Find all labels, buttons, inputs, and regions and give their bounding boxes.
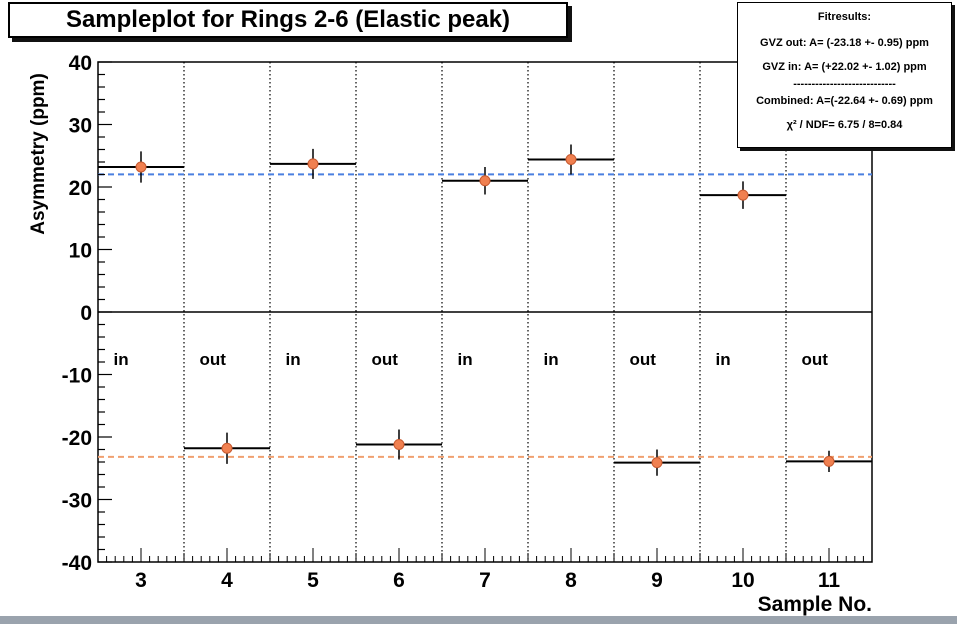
x-tick-label: 10 — [731, 569, 754, 592]
y-tick-label: 0 — [80, 302, 92, 325]
data-point-group — [786, 450, 872, 472]
data-point-group — [700, 181, 786, 209]
y-tick-label: 20 — [69, 177, 92, 200]
fit-line-in: GVZ in: A= (+22.02 +- 1.02) ppm — [762, 61, 927, 73]
sample-label: in — [715, 350, 730, 369]
data-point — [479, 175, 491, 187]
x-tick-label: 7 — [479, 569, 491, 592]
data-point — [393, 439, 405, 450]
data-point — [737, 189, 749, 201]
data-point-group — [528, 144, 614, 175]
fit-lines — [98, 173, 872, 458]
sample-label: in — [543, 350, 558, 369]
y-tick-label: -40 — [62, 552, 92, 575]
x-tick-label: 5 — [307, 569, 319, 592]
data-point-group — [184, 432, 270, 464]
sample-label: in — [457, 350, 472, 369]
y-tick-label: -10 — [62, 365, 92, 388]
x-tick-label: 9 — [651, 569, 663, 592]
y-tick-label: 30 — [69, 115, 92, 138]
fit-heading: Fitresults: — [817, 11, 872, 23]
data-point — [135, 161, 147, 173]
sample-label: in — [113, 350, 128, 369]
data-point-group — [614, 449, 700, 476]
sample-label: out — [629, 350, 656, 369]
data-point — [565, 154, 577, 165]
fit-separator: ---------------------------- — [793, 78, 896, 90]
data-point — [307, 158, 319, 170]
fit-line-out: GVZ out: A= (-23.18 +- 0.95) ppm — [760, 37, 929, 49]
sample-label: out — [371, 350, 398, 369]
chart-title: Sampleplot for Rings 2-6 (Elastic peak) — [8, 2, 568, 38]
data-point-group — [98, 151, 184, 183]
sample-separators — [183, 62, 787, 562]
x-axis-title: Sample No. — [758, 593, 872, 616]
sample-label: out — [801, 350, 828, 369]
y-tick-label: 40 — [69, 52, 92, 75]
in-out-labels: in out in out in in out in out — [113, 350, 828, 369]
axis-ticks — [97, 61, 873, 563]
data-point-group — [356, 429, 442, 460]
fit-line-chi2: χ² / NDF= 6.75 / 8=0.84 — [786, 119, 903, 131]
sample-label: out — [199, 350, 226, 369]
data-points — [98, 144, 872, 476]
fit-results-box: Fitresults: GVZ out: A= (-23.18 +- 0.95)… — [737, 2, 952, 148]
data-point — [651, 457, 663, 469]
footer-bar — [0, 616, 957, 624]
sample-label: in — [285, 350, 300, 369]
y-tick-label: -30 — [62, 490, 92, 513]
y-axis-title: Asymmetry (ppm) — [28, 73, 49, 235]
x-tick-label: 11 — [818, 569, 841, 592]
data-point — [221, 442, 233, 454]
x-tick-label: 4 — [221, 569, 233, 592]
y-tick-label: 10 — [69, 240, 92, 263]
x-tick-label: 3 — [135, 569, 147, 592]
y-tick-label: -20 — [62, 427, 92, 450]
x-tick-label: 8 — [565, 569, 577, 592]
data-point — [823, 455, 835, 467]
x-tick-label: 6 — [393, 569, 405, 592]
fit-line-combined: Combined: A=(-22.64 +- 0.69) ppm — [756, 95, 933, 107]
data-point-group — [270, 148, 356, 179]
data-point-group — [442, 167, 528, 195]
